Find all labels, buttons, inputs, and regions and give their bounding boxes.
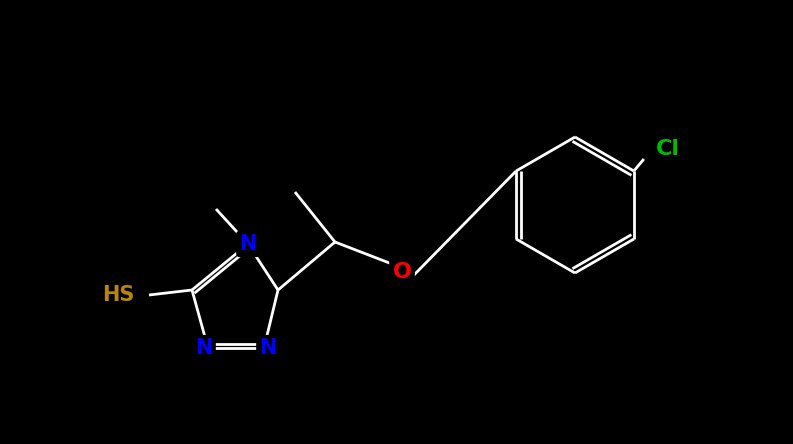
Text: Cl: Cl <box>656 139 680 159</box>
Text: N: N <box>259 338 277 358</box>
Text: HS: HS <box>102 285 135 305</box>
Text: N: N <box>239 234 257 254</box>
Text: N: N <box>195 338 213 358</box>
Text: O: O <box>393 262 412 282</box>
